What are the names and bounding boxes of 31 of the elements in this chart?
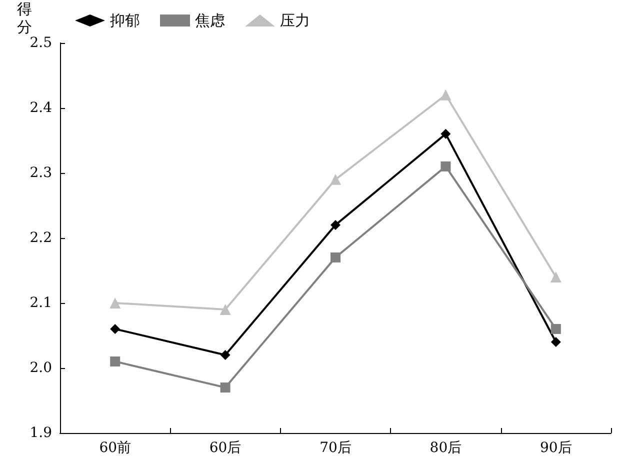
point [330, 220, 340, 230]
point [220, 382, 230, 392]
y-tick-label: 2.3 [30, 164, 52, 181]
point [220, 350, 230, 360]
x-tick-label: 60前 [99, 440, 132, 456]
point [220, 304, 231, 315]
point [330, 252, 340, 262]
y-tick-label: 2.1 [30, 294, 52, 311]
x-tick-label: 70后 [320, 440, 352, 456]
legend-label: 抑郁 [110, 12, 140, 30]
point [440, 161, 451, 172]
y-tick-label: 2.4 [30, 100, 52, 116]
point [440, 128, 451, 139]
y-tick-label: 2.2 [30, 230, 52, 246]
legend-label: 压力 [280, 12, 310, 30]
y-tick-label: 1.9 [30, 425, 52, 441]
y-tick-label: 2.0 [30, 360, 52, 376]
x-tick-label: 90后 [540, 440, 572, 456]
point [550, 324, 561, 334]
point [110, 324, 120, 334]
point [440, 89, 452, 100]
y-tick-label: 2.5 [30, 34, 52, 51]
point [110, 297, 121, 308]
y-axis-title: 得分 [17, 0, 32, 36]
x-tick-label: 80后 [430, 440, 462, 456]
point [110, 356, 120, 366]
point [550, 271, 562, 282]
x-tick-label: 60后 [209, 440, 242, 456]
point [550, 336, 561, 347]
legend-label: 焦虑 [195, 12, 225, 30]
point [330, 174, 341, 185]
